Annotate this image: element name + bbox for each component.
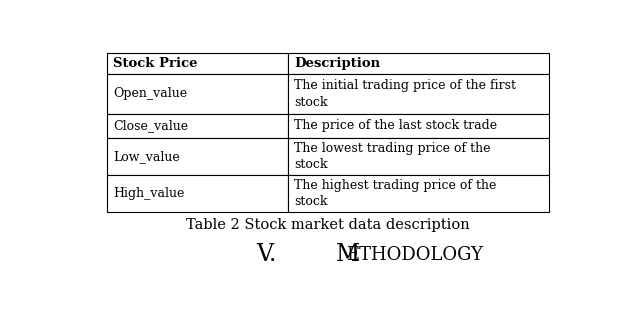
Text: The lowest trading price of the
stock: The lowest trading price of the stock xyxy=(294,142,491,171)
Text: The highest trading price of the
stock: The highest trading price of the stock xyxy=(294,179,497,208)
Text: Close_value: Close_value xyxy=(113,119,188,132)
Bar xyxy=(288,138,548,175)
Text: Open_value: Open_value xyxy=(113,87,188,100)
Text: High_value: High_value xyxy=(113,187,184,200)
Bar xyxy=(288,175,548,212)
Text: The price of the last stock trade: The price of the last stock trade xyxy=(294,119,497,132)
Text: M: M xyxy=(335,243,360,266)
Bar xyxy=(108,53,288,74)
Bar xyxy=(288,74,548,114)
Text: Table 2 Stock market data description: Table 2 Stock market data description xyxy=(186,218,470,232)
Text: ETHODOLOGY: ETHODOLOGY xyxy=(346,246,483,264)
Text: Stock Price: Stock Price xyxy=(113,57,198,70)
Bar xyxy=(108,114,288,138)
Bar xyxy=(288,53,548,74)
Bar xyxy=(288,114,548,138)
Text: V.: V. xyxy=(256,243,292,266)
Bar xyxy=(108,74,288,114)
Bar xyxy=(108,175,288,212)
Bar xyxy=(108,138,288,175)
Text: Description: Description xyxy=(294,57,380,70)
Text: Low_value: Low_value xyxy=(113,150,180,163)
Text: The initial trading price of the first
stock: The initial trading price of the first s… xyxy=(294,79,516,108)
